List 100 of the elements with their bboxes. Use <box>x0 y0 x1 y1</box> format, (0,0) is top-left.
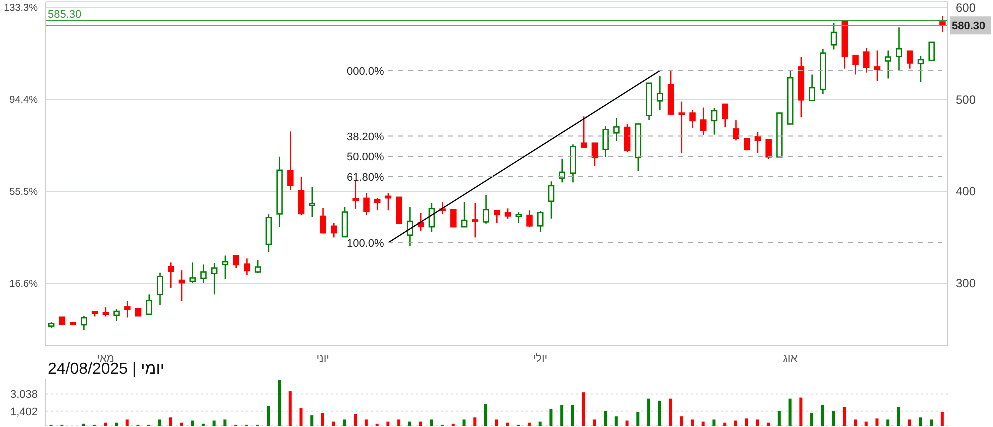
candlestick <box>364 192 370 216</box>
bar <box>528 422 531 426</box>
x-tick-label: יולי <box>533 352 548 365</box>
y-tick-label: 300 <box>956 276 976 291</box>
bar <box>267 406 270 426</box>
bar <box>224 420 227 426</box>
y-tick-label: 1,402 <box>10 406 38 418</box>
candlestick <box>309 186 316 218</box>
ref-line-label: 580.30 <box>952 20 986 33</box>
bar <box>745 418 748 426</box>
candlestick <box>483 194 490 224</box>
candlestick <box>168 262 174 289</box>
bar <box>908 420 912 426</box>
bar <box>321 413 324 426</box>
candlestick <box>124 300 131 318</box>
candlestick <box>374 197 381 212</box>
candlestick <box>830 22 838 50</box>
candlestick <box>288 131 294 191</box>
bar <box>300 408 303 426</box>
candlestick <box>754 132 762 154</box>
candlestick <box>440 202 446 216</box>
bar <box>126 420 129 426</box>
candlestick <box>146 294 153 316</box>
bar <box>191 420 194 426</box>
y2-tick-label: 133.3% <box>4 2 38 14</box>
bar <box>506 422 510 426</box>
bar <box>115 422 118 426</box>
bar <box>940 412 944 426</box>
candlestick <box>864 48 870 74</box>
bar <box>636 412 640 426</box>
bar <box>854 420 857 426</box>
candlestick <box>516 212 522 224</box>
candlestick <box>733 120 740 142</box>
y-tick-label: 500 <box>956 92 976 107</box>
candlestick <box>114 308 120 322</box>
candlestick <box>538 210 544 234</box>
candlestick <box>940 15 946 34</box>
x-tick-label: אוג <box>783 352 798 365</box>
annotation: 61.80% <box>347 172 385 184</box>
bar <box>821 405 824 426</box>
bar <box>669 398 672 426</box>
candlestick <box>852 54 859 76</box>
bar <box>810 413 814 426</box>
candlestick <box>722 103 728 128</box>
annotation: 100.0% <box>347 238 385 250</box>
bar <box>626 420 629 426</box>
ref-line-label: 585.30 <box>48 9 82 22</box>
bar <box>648 398 651 426</box>
bar <box>604 411 608 426</box>
candlestick <box>211 262 218 296</box>
bar <box>484 404 488 426</box>
bar <box>560 405 564 426</box>
bar <box>419 422 422 426</box>
candlestick <box>678 101 686 154</box>
candlestick <box>657 76 664 111</box>
candlestick <box>906 50 914 70</box>
y-tick-label: 3,038 <box>10 389 38 402</box>
bar <box>571 405 574 426</box>
bar <box>712 420 716 426</box>
bar <box>843 407 846 426</box>
annotation: 38.20% <box>347 131 385 144</box>
bar <box>930 420 934 426</box>
bar <box>724 422 727 426</box>
candlestick <box>320 208 326 234</box>
bar <box>550 409 553 426</box>
bar <box>386 422 390 426</box>
candlestick <box>700 107 707 136</box>
bar <box>734 420 738 426</box>
candlestick <box>504 208 512 220</box>
candlestick <box>157 272 164 306</box>
annotation: 50.00% <box>347 152 385 164</box>
bar <box>582 392 586 426</box>
bar <box>180 422 184 426</box>
bar <box>897 407 900 426</box>
candlestick <box>624 124 631 153</box>
candlestick <box>602 126 609 158</box>
candlestick <box>298 176 305 216</box>
bar <box>886 420 890 426</box>
candlestick <box>918 56 924 83</box>
candlestick <box>874 50 881 82</box>
x-tick-label: יוני <box>316 352 330 365</box>
candlestick <box>254 259 262 274</box>
bar <box>104 422 108 426</box>
bar <box>788 398 792 426</box>
bar <box>702 422 705 426</box>
bar <box>354 414 358 426</box>
bar <box>310 416 314 426</box>
bar <box>169 418 172 426</box>
bar <box>343 420 346 426</box>
candlestick <box>222 255 229 280</box>
candlestick <box>102 306 110 318</box>
bar <box>430 420 434 426</box>
annotation: 000.0% <box>347 66 385 78</box>
bar <box>680 416 684 426</box>
candlestick <box>461 202 468 228</box>
bar <box>919 418 922 426</box>
bar <box>876 418 879 426</box>
y-tick-label: 600 <box>956 0 976 15</box>
candlestick <box>472 202 479 238</box>
bar <box>398 420 401 426</box>
